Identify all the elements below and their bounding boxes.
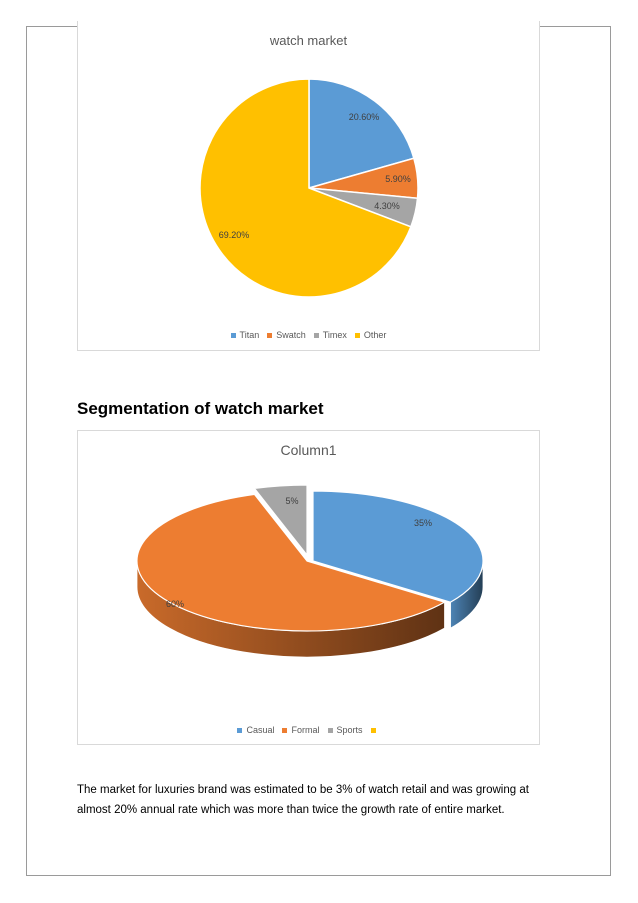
pie-slice-other — [199, 78, 412, 298]
watch-market-pie: 20.60% 5.90% 4.30% 69.20% — [199, 78, 419, 298]
legend-item: Titan — [230, 330, 260, 340]
paragraph-line: The market for luxuries brand was estima… — [77, 784, 529, 796]
legend-swatch — [313, 333, 319, 339]
legend-swatch — [282, 728, 288, 734]
chart-title: watch market — [269, 33, 348, 48]
data-label: 20.60% — [349, 112, 380, 122]
legend-label: Swatch — [276, 330, 306, 340]
legend-swatch — [237, 728, 243, 734]
legend-label: Sports — [336, 725, 363, 735]
legend-item: Formal — [282, 725, 320, 735]
legend-label: Other — [363, 330, 387, 340]
legend-swatch — [370, 728, 376, 734]
data-label: 35% — [414, 518, 432, 528]
legend-swatch — [354, 333, 360, 339]
legend-item: Swatch — [267, 330, 306, 340]
paragraph-line: almost 20% annual rate which was more th… — [77, 804, 505, 816]
legend-item: Casual — [237, 725, 274, 735]
data-label: 5% — [285, 496, 298, 506]
legend-item: Sports — [327, 725, 363, 735]
data-label: 69.20% — [219, 230, 250, 240]
legend-label: Casual — [246, 725, 275, 735]
data-label: 5.90% — [385, 174, 411, 184]
legend-swatch — [327, 728, 333, 734]
pie-slice-titan — [308, 78, 415, 189]
legend-swatch — [267, 333, 273, 339]
section-heading: Segmentation of watch market — [77, 399, 324, 418]
legend-swatch — [230, 333, 236, 339]
legend-item: Timex — [313, 330, 347, 340]
legend-label: Timex — [322, 330, 347, 340]
pie-slice-casual — [312, 490, 484, 603]
segmentation-chart: Column1 35% 60% 5% Casual Formal Sports — [77, 430, 540, 745]
pie-slice-formal — [136, 493, 447, 632]
legend-label: Formal — [291, 725, 320, 735]
data-label: 60% — [166, 599, 184, 609]
legend-item: Other — [354, 330, 387, 340]
legend-item — [370, 725, 380, 735]
chart-title: Column1 — [280, 442, 337, 458]
legend-label: Titan — [239, 330, 260, 340]
data-label: 4.30% — [374, 201, 400, 211]
body-paragraph: The market for luxuries brand was estima… — [77, 780, 547, 820]
chart-legend: Titan Swatch Timex Other — [78, 330, 539, 340]
pie-slice-sports — [253, 484, 308, 557]
segmentation-pie-3d: 35% 60% 5% — [136, 484, 484, 658]
watch-market-chart: watch market 20.60% 5.90% 4.30% 69.20% Tita… — [77, 21, 540, 351]
chart-legend: Casual Formal Sports — [78, 725, 539, 735]
